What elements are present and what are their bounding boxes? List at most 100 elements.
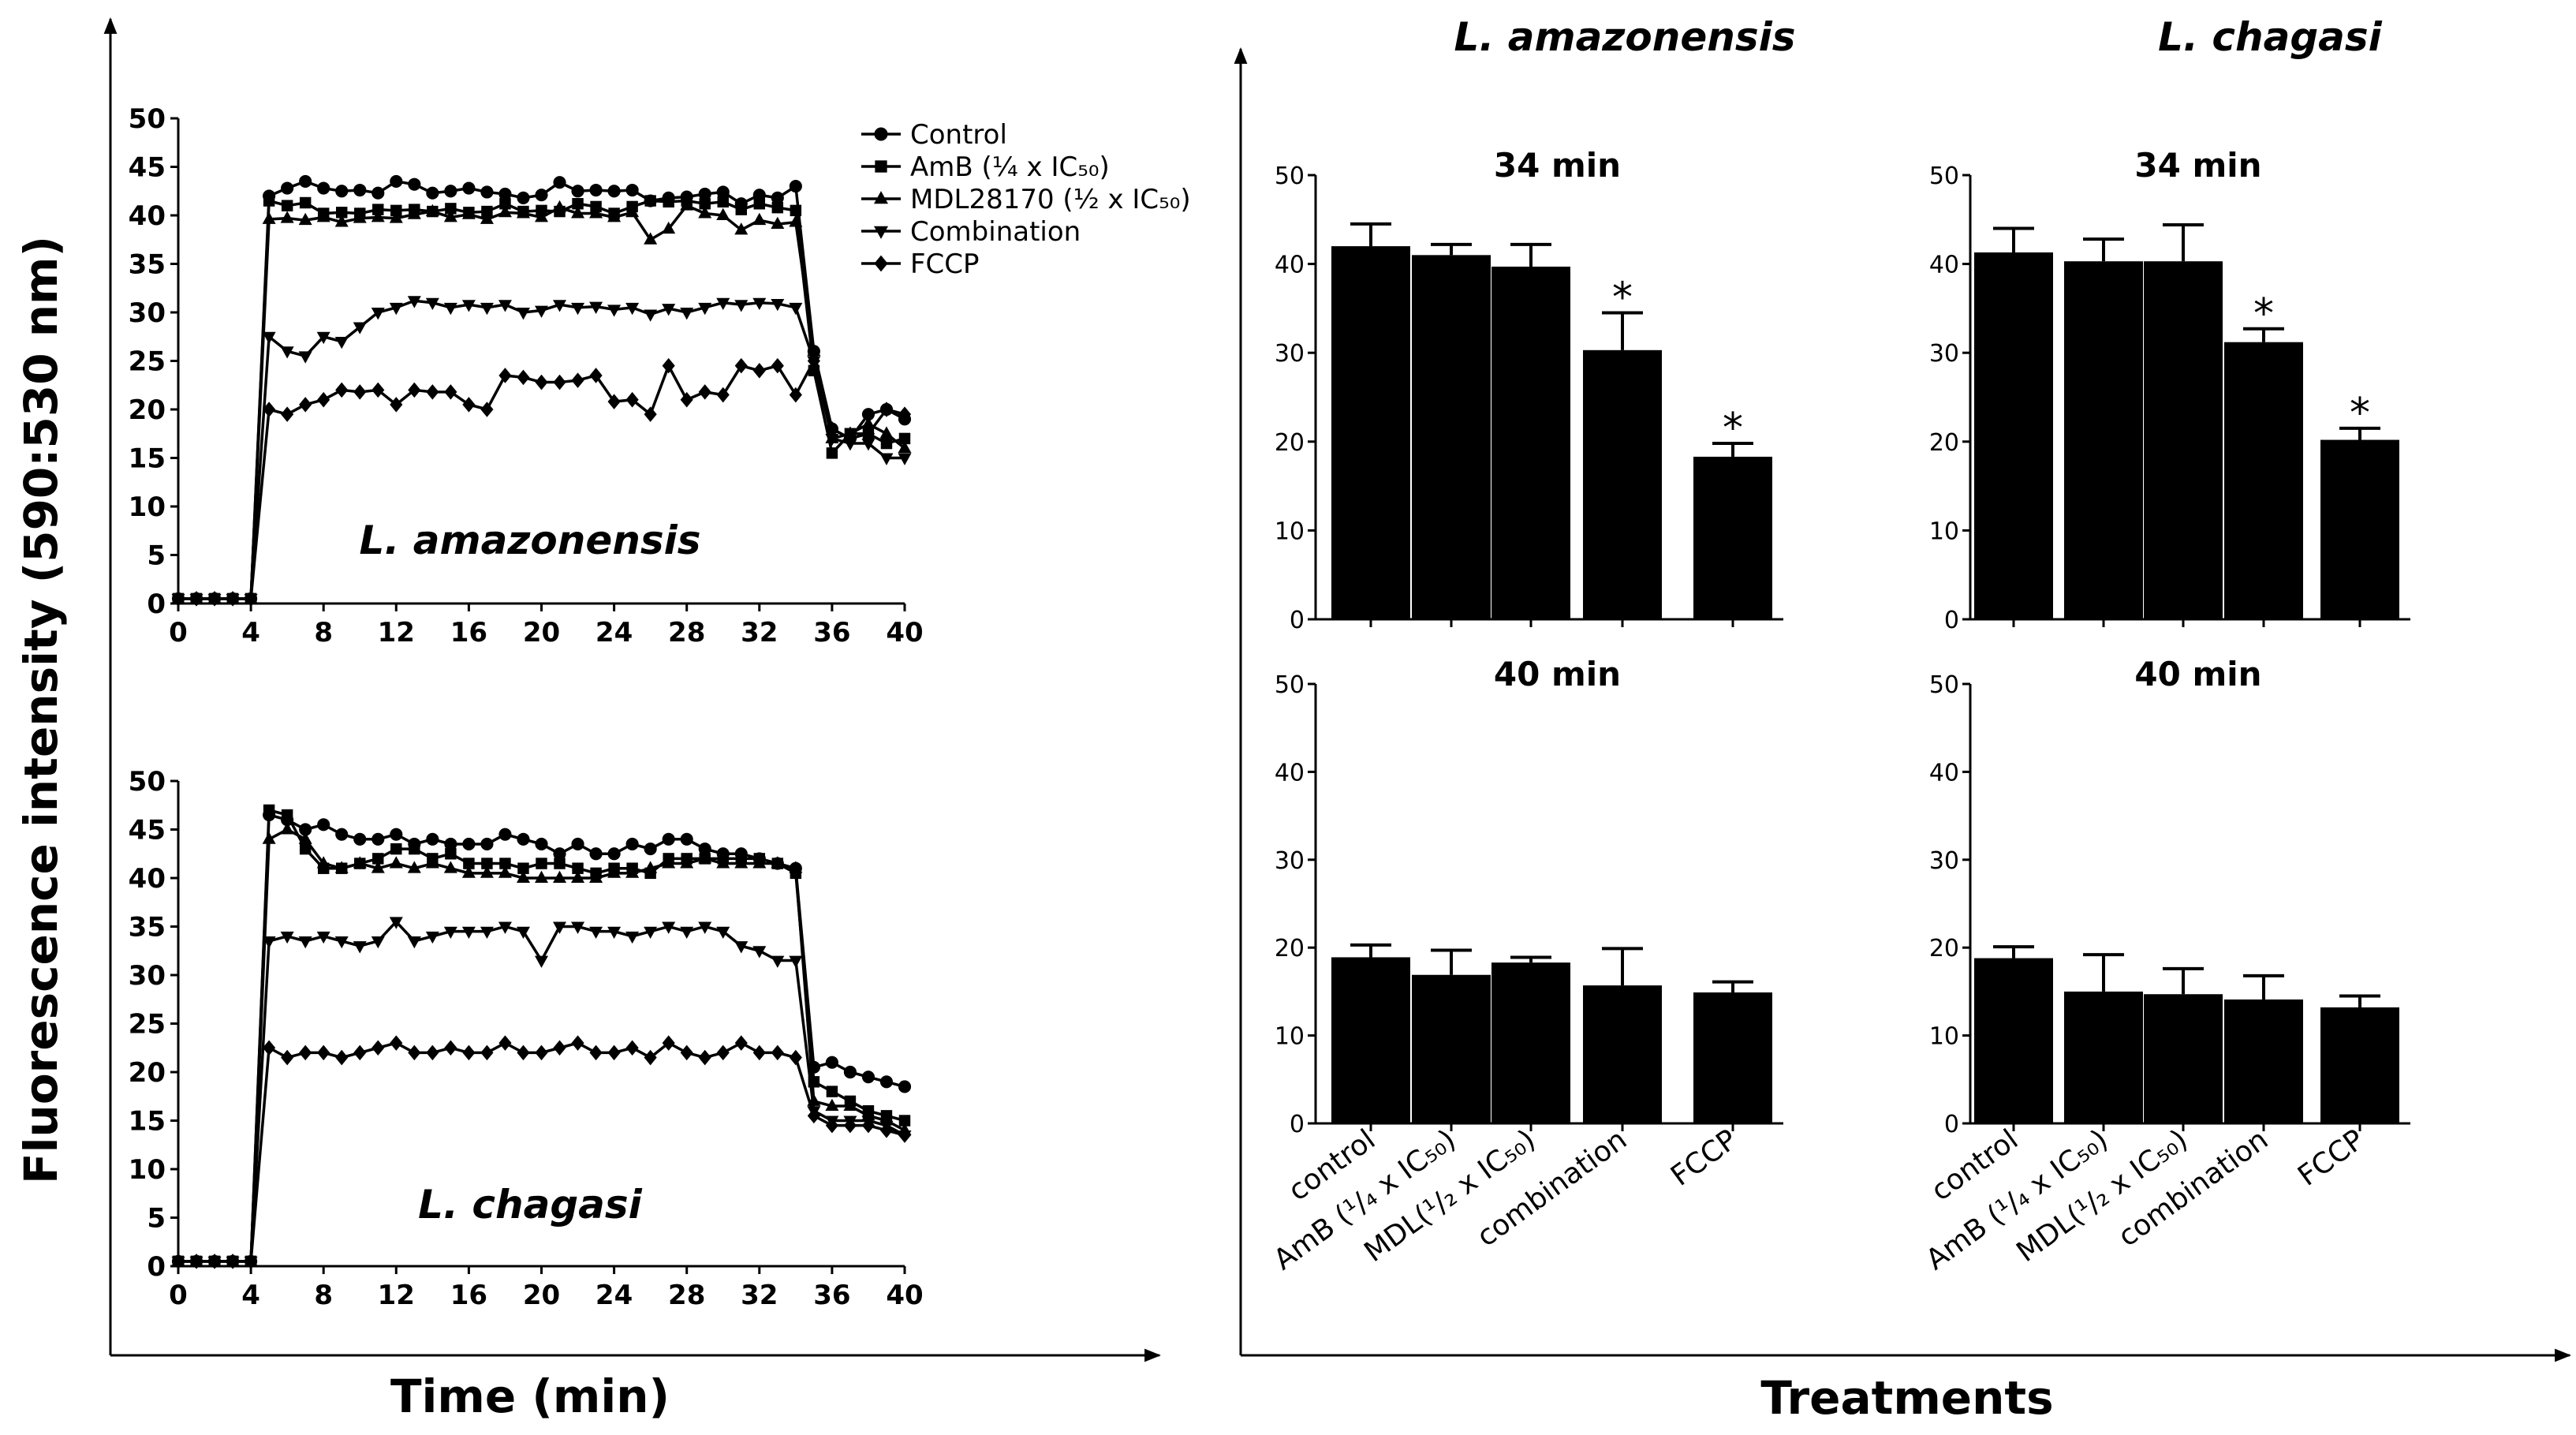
data-point-diamond <box>462 397 476 413</box>
y-tick-label: 30 <box>1275 847 1305 875</box>
data-point-triangle-down <box>571 921 585 934</box>
bar <box>2064 261 2143 619</box>
legend-label: Control <box>910 119 1007 151</box>
data-point-circle <box>571 185 584 198</box>
y-tick-label: 20 <box>1275 429 1305 457</box>
y-tick-label: 35 <box>129 249 166 281</box>
y-tick-label: 40 <box>129 200 166 232</box>
legend-label: AmB (¼ x IC₅₀) <box>910 151 1110 183</box>
y-tick-label: 40 <box>1275 252 1305 279</box>
data-point-diamond <box>698 384 711 400</box>
bar <box>2224 342 2303 619</box>
y-tick-label: 15 <box>129 1106 166 1138</box>
bar <box>1331 246 1410 619</box>
data-point-triangle-up <box>843 1098 857 1111</box>
bar <box>1693 456 1772 619</box>
data-point-diamond <box>825 1117 838 1134</box>
significance-star: * <box>2253 290 2274 338</box>
data-point-triangle-up <box>280 211 294 223</box>
data-point-triangle-up <box>516 870 530 883</box>
data-point-triangle-up <box>480 211 494 224</box>
x-tick-label: 4 <box>241 1280 260 1311</box>
data-point-triangle-up <box>589 870 603 883</box>
data-point-triangle-down <box>262 331 276 345</box>
y-tick-label: 50 <box>1275 671 1305 699</box>
data-point-triangle-up <box>680 856 694 869</box>
data-point-circle <box>462 181 476 195</box>
category-label: FCCP <box>2292 1123 2370 1193</box>
data-point-triangle-up <box>535 870 548 883</box>
x-axis-label-time: Time (min) <box>390 1370 670 1423</box>
x-tick-label: 20 <box>523 617 560 648</box>
data-point-triangle-down <box>480 926 494 939</box>
data-point-circle <box>535 189 548 202</box>
data-point-diamond <box>245 591 258 607</box>
data-point-triangle-up <box>589 206 603 219</box>
data-point-triangle-up <box>716 207 730 220</box>
data-point-diamond <box>281 406 294 422</box>
data-point-square <box>499 198 511 210</box>
legend-label: Combination <box>910 216 1081 248</box>
data-point-diamond <box>335 382 349 398</box>
y-tick-label: 30 <box>129 297 166 329</box>
data-point-square <box>336 207 348 219</box>
data-point-diamond <box>716 387 730 403</box>
data-point-circle <box>498 828 512 841</box>
data-point-triangle-down <box>298 936 312 949</box>
data-point-square <box>572 198 584 210</box>
data-point-diamond <box>589 368 603 383</box>
y-tick-label: 10 <box>129 491 166 523</box>
data-point-triangle-down <box>334 336 349 349</box>
data-point-diamond <box>426 384 439 400</box>
data-point-triangle-down <box>298 351 312 364</box>
y-tick-label: 20 <box>129 394 166 426</box>
data-point-diamond <box>553 374 566 391</box>
data-point-triangle-down <box>443 926 457 939</box>
legend-marker-square <box>875 160 887 173</box>
data-point-diamond <box>317 1044 330 1061</box>
data-point-triangle-up <box>662 856 676 869</box>
x-tick-label: 0 <box>169 617 188 648</box>
y-tick-label: 45 <box>129 152 166 184</box>
data-point-diamond <box>480 402 494 417</box>
bar <box>2224 999 2303 1123</box>
data-point-diamond <box>680 1044 693 1061</box>
data-point-circle <box>589 183 603 197</box>
data-point-circle <box>716 185 730 199</box>
data-point-circle <box>771 191 784 204</box>
data-point-triangle-down <box>734 300 749 312</box>
line-chart-amazonensis: 0 5 10 15 20 25 30 35 40 45 50 0 4 8 12 16 20 24 28 32 36 40 <box>129 103 924 648</box>
data-point-diamond <box>281 1049 294 1066</box>
data-point-triangle-down <box>516 308 530 320</box>
data-point-diamond <box>444 1040 457 1056</box>
data-point-triangle-down <box>280 931 294 944</box>
data-point-circle <box>553 847 566 861</box>
data-point-triangle-up <box>316 856 330 869</box>
data-point-circle <box>353 183 367 197</box>
x-tick-label: 32 <box>741 1280 778 1311</box>
data-point-circle <box>517 191 530 204</box>
line-chart-title-chagasi: L. chagasi <box>418 1182 643 1228</box>
data-point-triangle-down <box>353 941 367 954</box>
data-point-triangle-down <box>553 921 567 934</box>
x-tick-label: 8 <box>314 617 333 648</box>
data-point-triangle-up <box>407 861 421 873</box>
data-point-diamond <box>734 357 748 374</box>
data-point-diamond <box>861 425 875 442</box>
data-point-triangle-up <box>698 851 712 864</box>
y-tick-label: 40 <box>1929 759 1959 787</box>
data-point-circle <box>444 837 457 851</box>
data-point-triangle-up <box>644 232 658 245</box>
significance-star: * <box>2350 390 2370 437</box>
x-tick-label: 12 <box>378 1280 415 1311</box>
data-point-diamond <box>462 1044 476 1061</box>
y-tick-label: 35 <box>129 912 166 944</box>
data-point-circle <box>879 1075 894 1089</box>
data-point-square <box>481 858 493 869</box>
y-tick-label: 0 <box>1290 607 1305 634</box>
x-tick-label: 24 <box>595 617 633 648</box>
data-point-triangle-down <box>262 936 276 949</box>
bar <box>2144 994 2223 1123</box>
data-point-triangle-up <box>752 212 767 226</box>
